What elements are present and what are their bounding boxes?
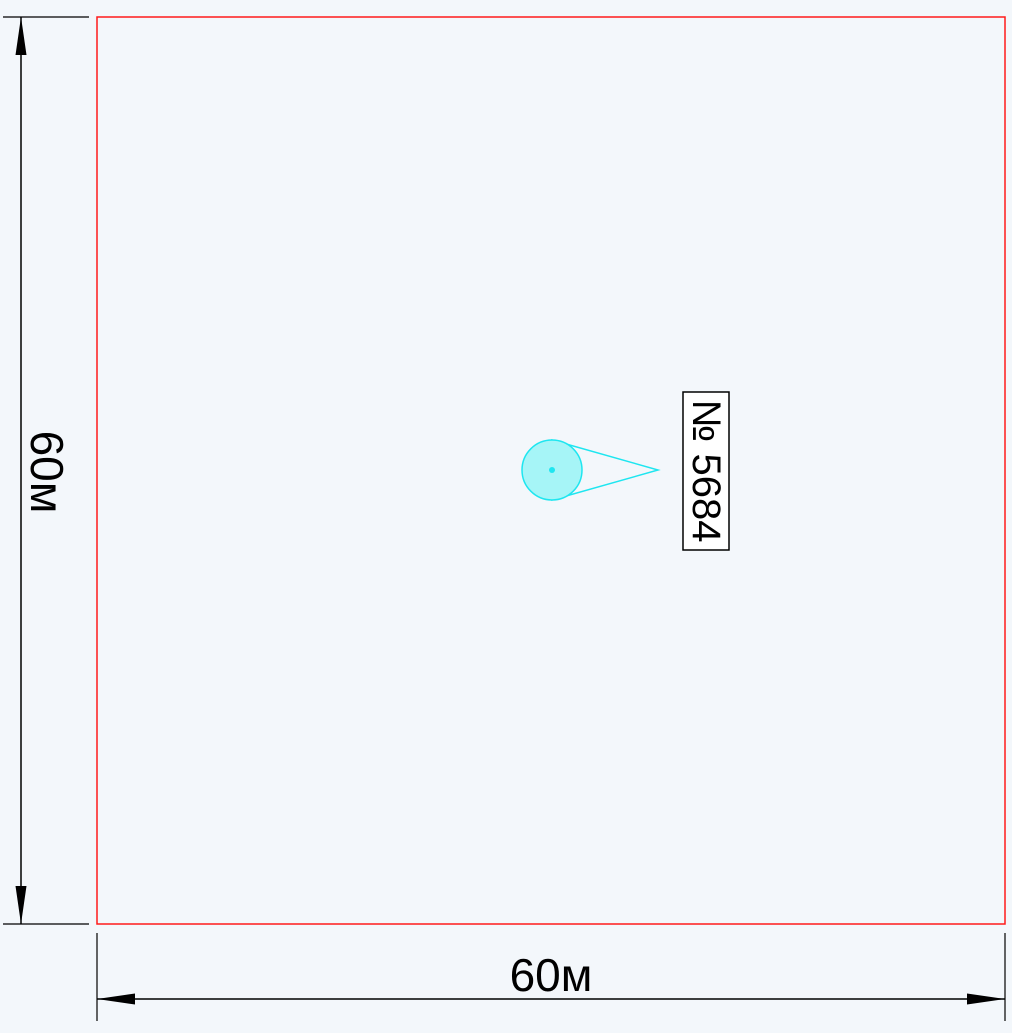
marker-label-box	[682, 391, 730, 551]
vertical-dimension: 60м	[3, 16, 89, 925]
arrow-left-icon	[97, 993, 135, 1005]
width-label: 60м	[510, 949, 593, 1001]
horizontal-dimension: 60м	[96, 933, 1006, 1021]
height-label: 60м	[21, 431, 73, 514]
marker-label: № 5684	[682, 391, 730, 551]
location-marker[interactable]	[521, 439, 661, 501]
arrow-up-icon	[15, 17, 27, 55]
arrow-right-icon	[967, 993, 1005, 1005]
arrow-down-icon	[15, 886, 27, 924]
marker-center-dot	[549, 467, 555, 473]
marker-number: № 5684	[684, 399, 728, 542]
plot-boundary	[96, 16, 1006, 925]
